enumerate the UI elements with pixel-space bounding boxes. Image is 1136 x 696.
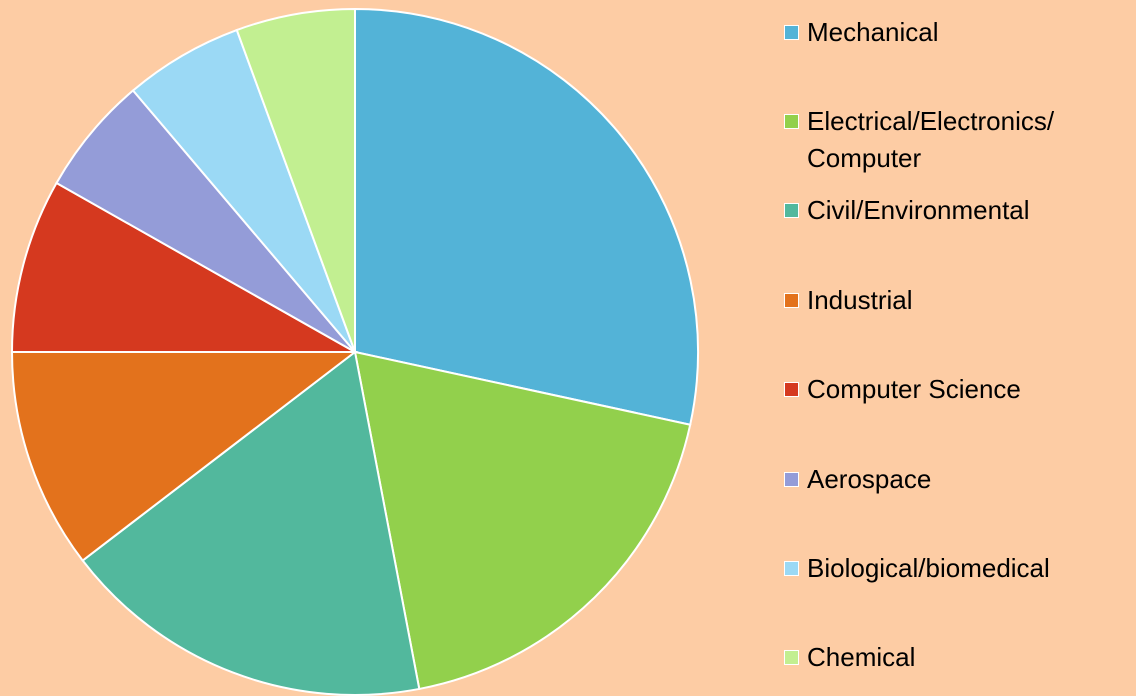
legend-item: Civil/Environmental	[784, 192, 1124, 229]
legend-item: Electrical/Electronics/ Computer	[784, 103, 1124, 177]
legend-label: Industrial	[807, 284, 913, 315]
legend-swatch	[784, 24, 799, 40]
legend-item: Aerospace	[784, 461, 1124, 498]
legend-swatch	[784, 471, 799, 487]
legend-label: Civil/Environmental	[807, 195, 1030, 226]
pie-slice	[10, 181, 359, 353]
legend-swatch	[784, 113, 799, 129]
pie-slice	[353, 350, 692, 691]
legend-label: Mechanical	[807, 16, 939, 47]
legend-swatch	[784, 292, 799, 308]
legend-item: Computer Science	[784, 371, 1124, 408]
legend-item: Biological/biomedical	[784, 550, 1124, 587]
pie-slice	[10, 351, 358, 562]
legend-item: Industrial	[784, 282, 1124, 319]
legend-swatch	[784, 203, 799, 219]
legend-swatch	[784, 650, 799, 666]
legend-label: Biological/biomedical	[807, 552, 1050, 583]
legend-label: Electrical/Electronics/ Computer	[807, 105, 1055, 173]
legend-swatch	[784, 382, 799, 398]
legend-item: Mechanical	[784, 14, 1124, 51]
legend-swatch	[784, 560, 799, 576]
pie-slice	[235, 7, 356, 353]
pie-slice	[354, 7, 699, 426]
legend-label: Chemical	[807, 642, 916, 673]
legend-item: Chemical	[784, 639, 1124, 676]
legend-label: Aerospace	[807, 463, 932, 494]
legend-label: Computer Science	[807, 374, 1021, 405]
pie-slice	[81, 350, 421, 696]
